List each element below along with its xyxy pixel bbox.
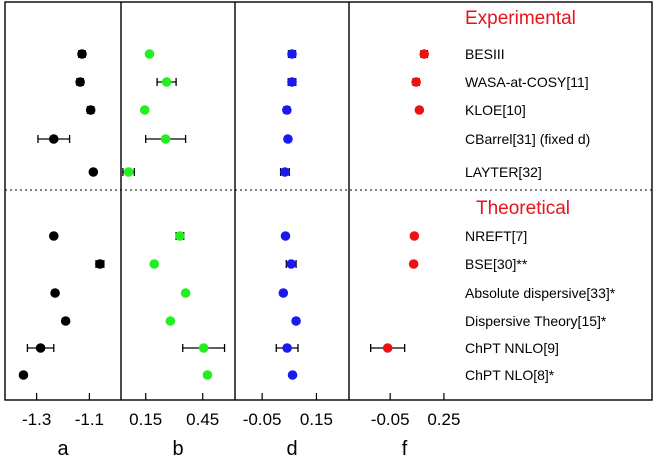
data-marks-layer bbox=[18, 49, 429, 380]
data-point-b-7 bbox=[180, 288, 191, 298]
data-point-b-6 bbox=[149, 259, 160, 269]
data-point-b-9 bbox=[198, 343, 209, 353]
data-point-f-2 bbox=[414, 105, 425, 115]
data-point-d-5 bbox=[280, 231, 291, 241]
data-point-f-9 bbox=[382, 343, 393, 353]
x-tick-label-f-0: -0.05 bbox=[371, 410, 410, 429]
data-point-b-8 bbox=[165, 316, 176, 326]
data-point-d-3 bbox=[283, 134, 293, 144]
data-point-d-4 bbox=[280, 167, 290, 177]
row-label-0-1: WASA-at-COSY[11] bbox=[465, 74, 589, 90]
row-label-0-3: CBarrel[31] (fixed d) bbox=[465, 131, 590, 147]
x-tick-label-b-0: 0.15 bbox=[129, 410, 162, 429]
data-point-f-5 bbox=[409, 231, 420, 241]
section-title-1: Theoretical bbox=[476, 198, 570, 219]
row-label-1-3: Dispersive Theory[15]* bbox=[465, 313, 607, 329]
x-tick-label-f-1: 0.25 bbox=[427, 410, 460, 429]
panel-label-f: f bbox=[402, 438, 408, 460]
data-point-a-1 bbox=[75, 77, 85, 87]
row-label-1-5: ChPT NLO[8]* bbox=[465, 367, 555, 383]
panel-label-b: b bbox=[172, 438, 183, 460]
data-point-d-2 bbox=[282, 105, 292, 115]
data-point-f-6 bbox=[408, 259, 419, 269]
x-tick-label-d-0: -0.05 bbox=[243, 410, 282, 429]
data-point-a-7 bbox=[50, 288, 60, 298]
row-label-1-4: ChPT NNLO[9] bbox=[465, 340, 559, 356]
data-point-b-0 bbox=[144, 49, 155, 59]
data-point-a-9 bbox=[35, 343, 46, 353]
row-label-0-0: BESIII bbox=[465, 46, 505, 62]
row-label-1-1: BSE[30]** bbox=[465, 256, 528, 272]
data-point-d-0 bbox=[287, 49, 297, 59]
data-point-f-0 bbox=[419, 49, 429, 59]
row-label-0-4: LAYTER[32] bbox=[465, 164, 542, 180]
x-tick-label-a-0: -1.3 bbox=[22, 410, 51, 429]
row-label-1-2: Absolute dispersive[33]* bbox=[465, 285, 616, 301]
plot-frame-layer bbox=[4, 1, 653, 401]
section-title-0: Experimental bbox=[465, 8, 576, 29]
x-tick-label-a-1: -1.1 bbox=[75, 410, 104, 429]
data-point-d-1 bbox=[287, 77, 297, 87]
data-point-d-9 bbox=[282, 343, 292, 353]
text-layer: -1.3 -1.1a0.15 0.45b-0.05 0.15d-0.05 0.25fEx… bbox=[22, 8, 616, 460]
data-point-d-6 bbox=[286, 259, 296, 269]
data-point-a-10 bbox=[18, 370, 29, 380]
data-point-a-6 bbox=[95, 259, 105, 269]
data-point-b-2 bbox=[139, 105, 150, 115]
data-point-b-5 bbox=[175, 231, 185, 241]
data-point-d-8 bbox=[291, 316, 301, 326]
panel-label-a: a bbox=[57, 438, 69, 460]
data-point-a-8 bbox=[60, 316, 71, 326]
data-point-b-10 bbox=[202, 370, 213, 380]
data-point-a-4 bbox=[88, 167, 99, 177]
data-point-b-3 bbox=[160, 134, 171, 144]
row-label-1-0: NREFT[7] bbox=[465, 228, 527, 244]
x-tick-label-d-1: 0.15 bbox=[300, 410, 333, 429]
x-tick-label-b-1: 0.45 bbox=[186, 410, 219, 429]
data-point-a-2 bbox=[85, 105, 96, 115]
plot-border bbox=[4, 1, 653, 401]
data-point-a-0 bbox=[77, 49, 87, 59]
row-label-0-2: KLOE[10] bbox=[465, 102, 526, 118]
data-point-a-3 bbox=[48, 134, 59, 144]
data-point-b-4 bbox=[123, 167, 134, 177]
data-point-f-1 bbox=[411, 77, 421, 87]
data-point-b-1 bbox=[161, 77, 172, 87]
data-point-d-7 bbox=[278, 288, 289, 298]
data-point-d-10 bbox=[287, 370, 298, 380]
panel-label-d: d bbox=[286, 438, 297, 460]
data-point-a-5 bbox=[48, 231, 59, 241]
